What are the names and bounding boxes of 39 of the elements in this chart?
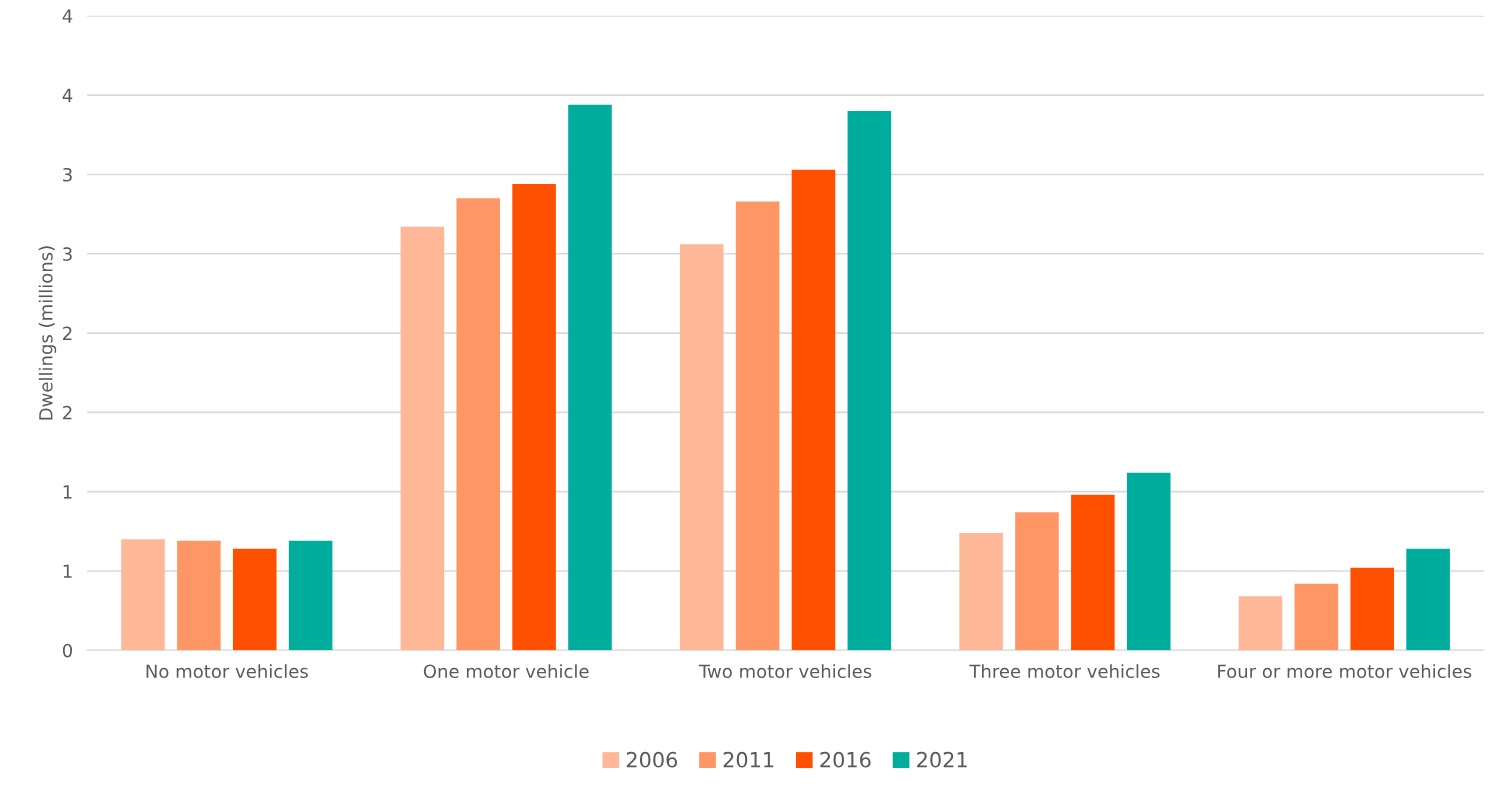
bar: [1071, 494, 1115, 651]
y-tick-label: 2: [63, 326, 72, 340]
y-tick-label: 3: [63, 247, 72, 261]
x-tick-label: Three motor vehicles: [969, 664, 1160, 679]
bar: [512, 183, 556, 651]
y-tick-label: 1: [63, 485, 72, 499]
bar: [232, 548, 277, 651]
y-tick-label: 4: [62, 9, 73, 23]
bar: [679, 244, 724, 651]
bar: [568, 104, 612, 651]
bar: [1350, 567, 1395, 651]
bar: [847, 111, 892, 651]
bar: [288, 540, 333, 651]
x-tick-label: Two motor vehicles: [698, 664, 872, 679]
bar: [791, 169, 836, 651]
legend-label: 2021: [917, 751, 967, 768]
bar: [1126, 472, 1171, 651]
x-tick-label: Four or more motor vehicles: [1218, 664, 1472, 679]
bar: [456, 198, 501, 651]
y-tick-label: 4: [62, 88, 73, 103]
y-tick-label: 3: [63, 167, 72, 182]
y-tick-label: 2: [63, 405, 72, 420]
bar: [177, 540, 221, 651]
y-axis-title: Dwellings (millions): [38, 246, 57, 420]
bar: [121, 539, 165, 651]
bar: [1406, 548, 1450, 651]
bar: [1294, 583, 1339, 651]
legend-label: 2006: [626, 751, 678, 768]
legend-label: 2016: [820, 751, 871, 768]
x-tick-label: One motor vehicle: [423, 664, 589, 679]
bar: [1238, 596, 1283, 651]
bar: [1015, 512, 1059, 651]
bar: [959, 532, 1003, 651]
bar: [400, 226, 445, 651]
legend-label: 2011: [723, 751, 774, 768]
y-tick-label: 1: [63, 564, 72, 578]
y-tick-label: 0: [62, 643, 73, 658]
bar: [735, 201, 780, 651]
x-tick-label: No motor vehicles: [146, 664, 308, 679]
